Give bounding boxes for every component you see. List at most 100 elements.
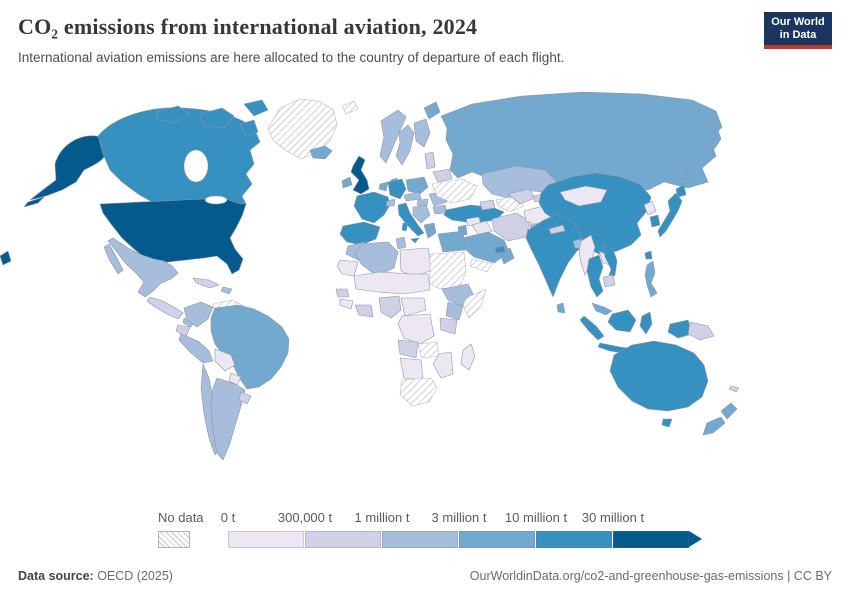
country-tasmania[interactable] (661, 418, 673, 428)
country-guinea[interactable] (339, 298, 354, 310)
country-sweden[interactable] (395, 124, 415, 166)
country-yemen[interactable] (469, 258, 493, 273)
country-zambia[interactable] (417, 341, 440, 359)
country-philippines[interactable] (644, 260, 658, 298)
country-benelux[interactable] (378, 181, 389, 192)
country-new-caledonia[interactable] (728, 385, 740, 393)
country-balkans[interactable] (412, 204, 431, 224)
country-poland[interactable] (405, 176, 429, 195)
country-sudan[interactable] (429, 251, 467, 290)
country-south-africa[interactable] (399, 377, 438, 407)
country-sardinia[interactable] (401, 222, 409, 232)
country-kenya[interactable] (445, 301, 464, 321)
country-canada-arctic[interactable] (199, 107, 235, 129)
country-west-papua[interactable] (667, 319, 693, 339)
country-australia[interactable] (609, 340, 709, 412)
country-new-zealand-north[interactable] (720, 402, 738, 420)
country-chukotka-fragment[interactable] (0, 250, 12, 266)
legend-swatch-1[interactable] (228, 531, 304, 548)
country-ukraine[interactable] (431, 178, 478, 204)
country-germany[interactable] (387, 178, 407, 200)
country-egypt[interactable] (437, 230, 466, 253)
country-brazil[interactable] (210, 304, 290, 390)
country-cameroon-car[interactable] (400, 297, 427, 317)
country-south-korea[interactable] (649, 214, 661, 228)
country-argentina[interactable] (210, 377, 246, 461)
country-austria-czechia[interactable] (403, 191, 422, 202)
country-thailand[interactable] (586, 254, 604, 298)
country-italy[interactable] (397, 202, 425, 237)
country-japan[interactable] (657, 192, 683, 238)
country-sumatra[interactable] (579, 315, 605, 341)
country-malaysia[interactable] (591, 302, 613, 316)
country-iberia[interactable] (339, 221, 381, 246)
country-mozambique[interactable] (432, 351, 454, 379)
country-france[interactable] (353, 191, 391, 224)
country-canada-arctic[interactable] (155, 105, 191, 123)
country-greece[interactable] (423, 222, 437, 239)
country-new-zealand-south[interactable] (702, 416, 726, 436)
country-svalbard[interactable] (341, 100, 359, 115)
country-uae[interactable] (494, 245, 506, 254)
legend-swatch-4[interactable] (459, 531, 535, 548)
country-hungary[interactable] (416, 198, 429, 207)
country-tanzania[interactable] (439, 317, 458, 335)
country-namibia-botswana[interactable] (399, 357, 424, 381)
country-switzerland[interactable] (385, 198, 396, 207)
country-madagascar[interactable] (460, 343, 476, 371)
country-mongolia[interactable] (559, 185, 608, 207)
country-senegal[interactable] (335, 288, 350, 298)
country-greenland[interactable] (267, 98, 338, 160)
country-sahel[interactable] (353, 271, 431, 295)
country-angola[interactable] (397, 339, 419, 359)
country-nepal[interactable] (548, 224, 566, 235)
country-alaska[interactable] (29, 135, 108, 201)
country-algeria[interactable] (354, 241, 399, 277)
country-kamchatka[interactable] (699, 118, 722, 156)
country-cuba[interactable] (192, 277, 220, 289)
country-peru[interactable] (178, 333, 214, 364)
country-ireland[interactable] (341, 176, 353, 189)
country-somalia[interactable] (462, 288, 487, 319)
country-taiwan[interactable] (644, 250, 653, 260)
country-baltics[interactable] (424, 151, 436, 170)
country-mexico[interactable] (107, 237, 179, 298)
country-uruguay[interactable] (238, 391, 252, 405)
country-norway[interactable] (379, 109, 407, 164)
country-colombia[interactable] (183, 301, 214, 328)
country-sicily[interactable] (410, 237, 420, 244)
country-bolivia[interactable] (214, 348, 236, 372)
country-caucasus[interactable] (479, 199, 496, 211)
legend-swatch-5[interactable] (536, 531, 612, 548)
country-nigeria[interactable] (378, 295, 402, 319)
country-ivory-coast-ghana[interactable] (354, 304, 374, 318)
legend-swatch-3[interactable] (382, 531, 458, 548)
credit-link[interactable]: OurWorldinData.org/co2-and-greenhouse-ga… (469, 569, 832, 583)
country-baja-california[interactable] (103, 243, 124, 275)
country-papua-new-guinea[interactable] (687, 321, 715, 341)
country-hokkaido[interactable] (675, 184, 687, 198)
country-cambodia[interactable] (602, 274, 616, 288)
country-tunisia[interactable] (395, 236, 407, 250)
legend-no-data-swatch[interactable] (158, 531, 190, 548)
country-sakhalin[interactable] (677, 161, 687, 181)
country-sri-lanka[interactable] (556, 302, 566, 314)
country-western-sahara-mauritania[interactable] (336, 259, 359, 277)
country-hispaniola[interactable] (220, 286, 233, 295)
country-north-korea[interactable] (643, 200, 657, 216)
country-libya[interactable] (399, 247, 433, 278)
country-novaya-zemlya[interactable] (423, 101, 441, 120)
country-united-kingdom[interactable] (350, 155, 370, 195)
legend-swatch-6[interactable] (613, 531, 689, 548)
country-aleutians[interactable] (23, 196, 45, 208)
country-canada-arctic[interactable] (243, 99, 269, 117)
owid-logo[interactable]: Our World in Data (764, 12, 832, 50)
country-kazakhstan[interactable] (481, 165, 558, 199)
country-borneo[interactable] (607, 309, 637, 333)
country-central-america[interactable] (146, 296, 184, 320)
country-india[interactable] (525, 213, 586, 298)
country-sulawesi[interactable] (639, 311, 653, 335)
legend-swatch-2[interactable] (305, 531, 381, 548)
country-iceland[interactable] (309, 145, 333, 160)
country-finland[interactable] (413, 118, 431, 148)
